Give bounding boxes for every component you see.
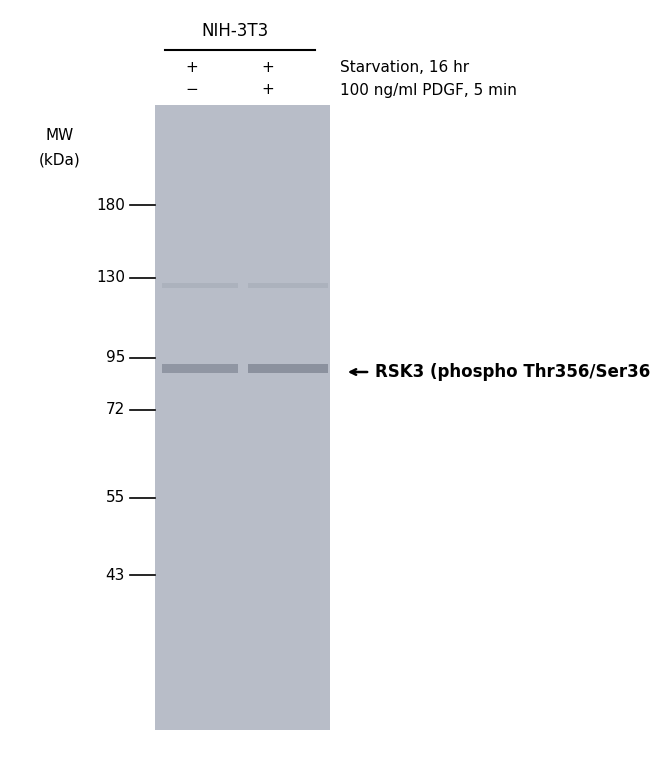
Text: NIH-3T3: NIH-3T3	[202, 22, 268, 40]
Text: 180: 180	[96, 198, 125, 212]
Text: MW: MW	[46, 127, 74, 143]
Text: 130: 130	[96, 271, 125, 286]
Text: +: +	[186, 61, 198, 76]
Bar	[248, 364, 328, 373]
Text: 95: 95	[105, 350, 125, 365]
Text: +: +	[261, 61, 274, 76]
Text: −: −	[186, 83, 198, 98]
Text: 55: 55	[106, 490, 125, 506]
Text: 100 ng/ml PDGF, 5 min: 100 ng/ml PDGF, 5 min	[340, 83, 517, 98]
Text: 43: 43	[105, 568, 125, 582]
Text: (kDa): (kDa)	[39, 152, 81, 168]
Bar	[155, 105, 330, 730]
Bar	[162, 364, 238, 373]
Text: 72: 72	[106, 402, 125, 418]
Text: RSK3 (phospho Thr356/Ser360): RSK3 (phospho Thr356/Ser360)	[375, 363, 650, 381]
Text: +: +	[261, 83, 274, 98]
Bar	[162, 283, 238, 288]
Bar	[248, 283, 328, 288]
Text: Starvation, 16 hr: Starvation, 16 hr	[340, 61, 469, 76]
